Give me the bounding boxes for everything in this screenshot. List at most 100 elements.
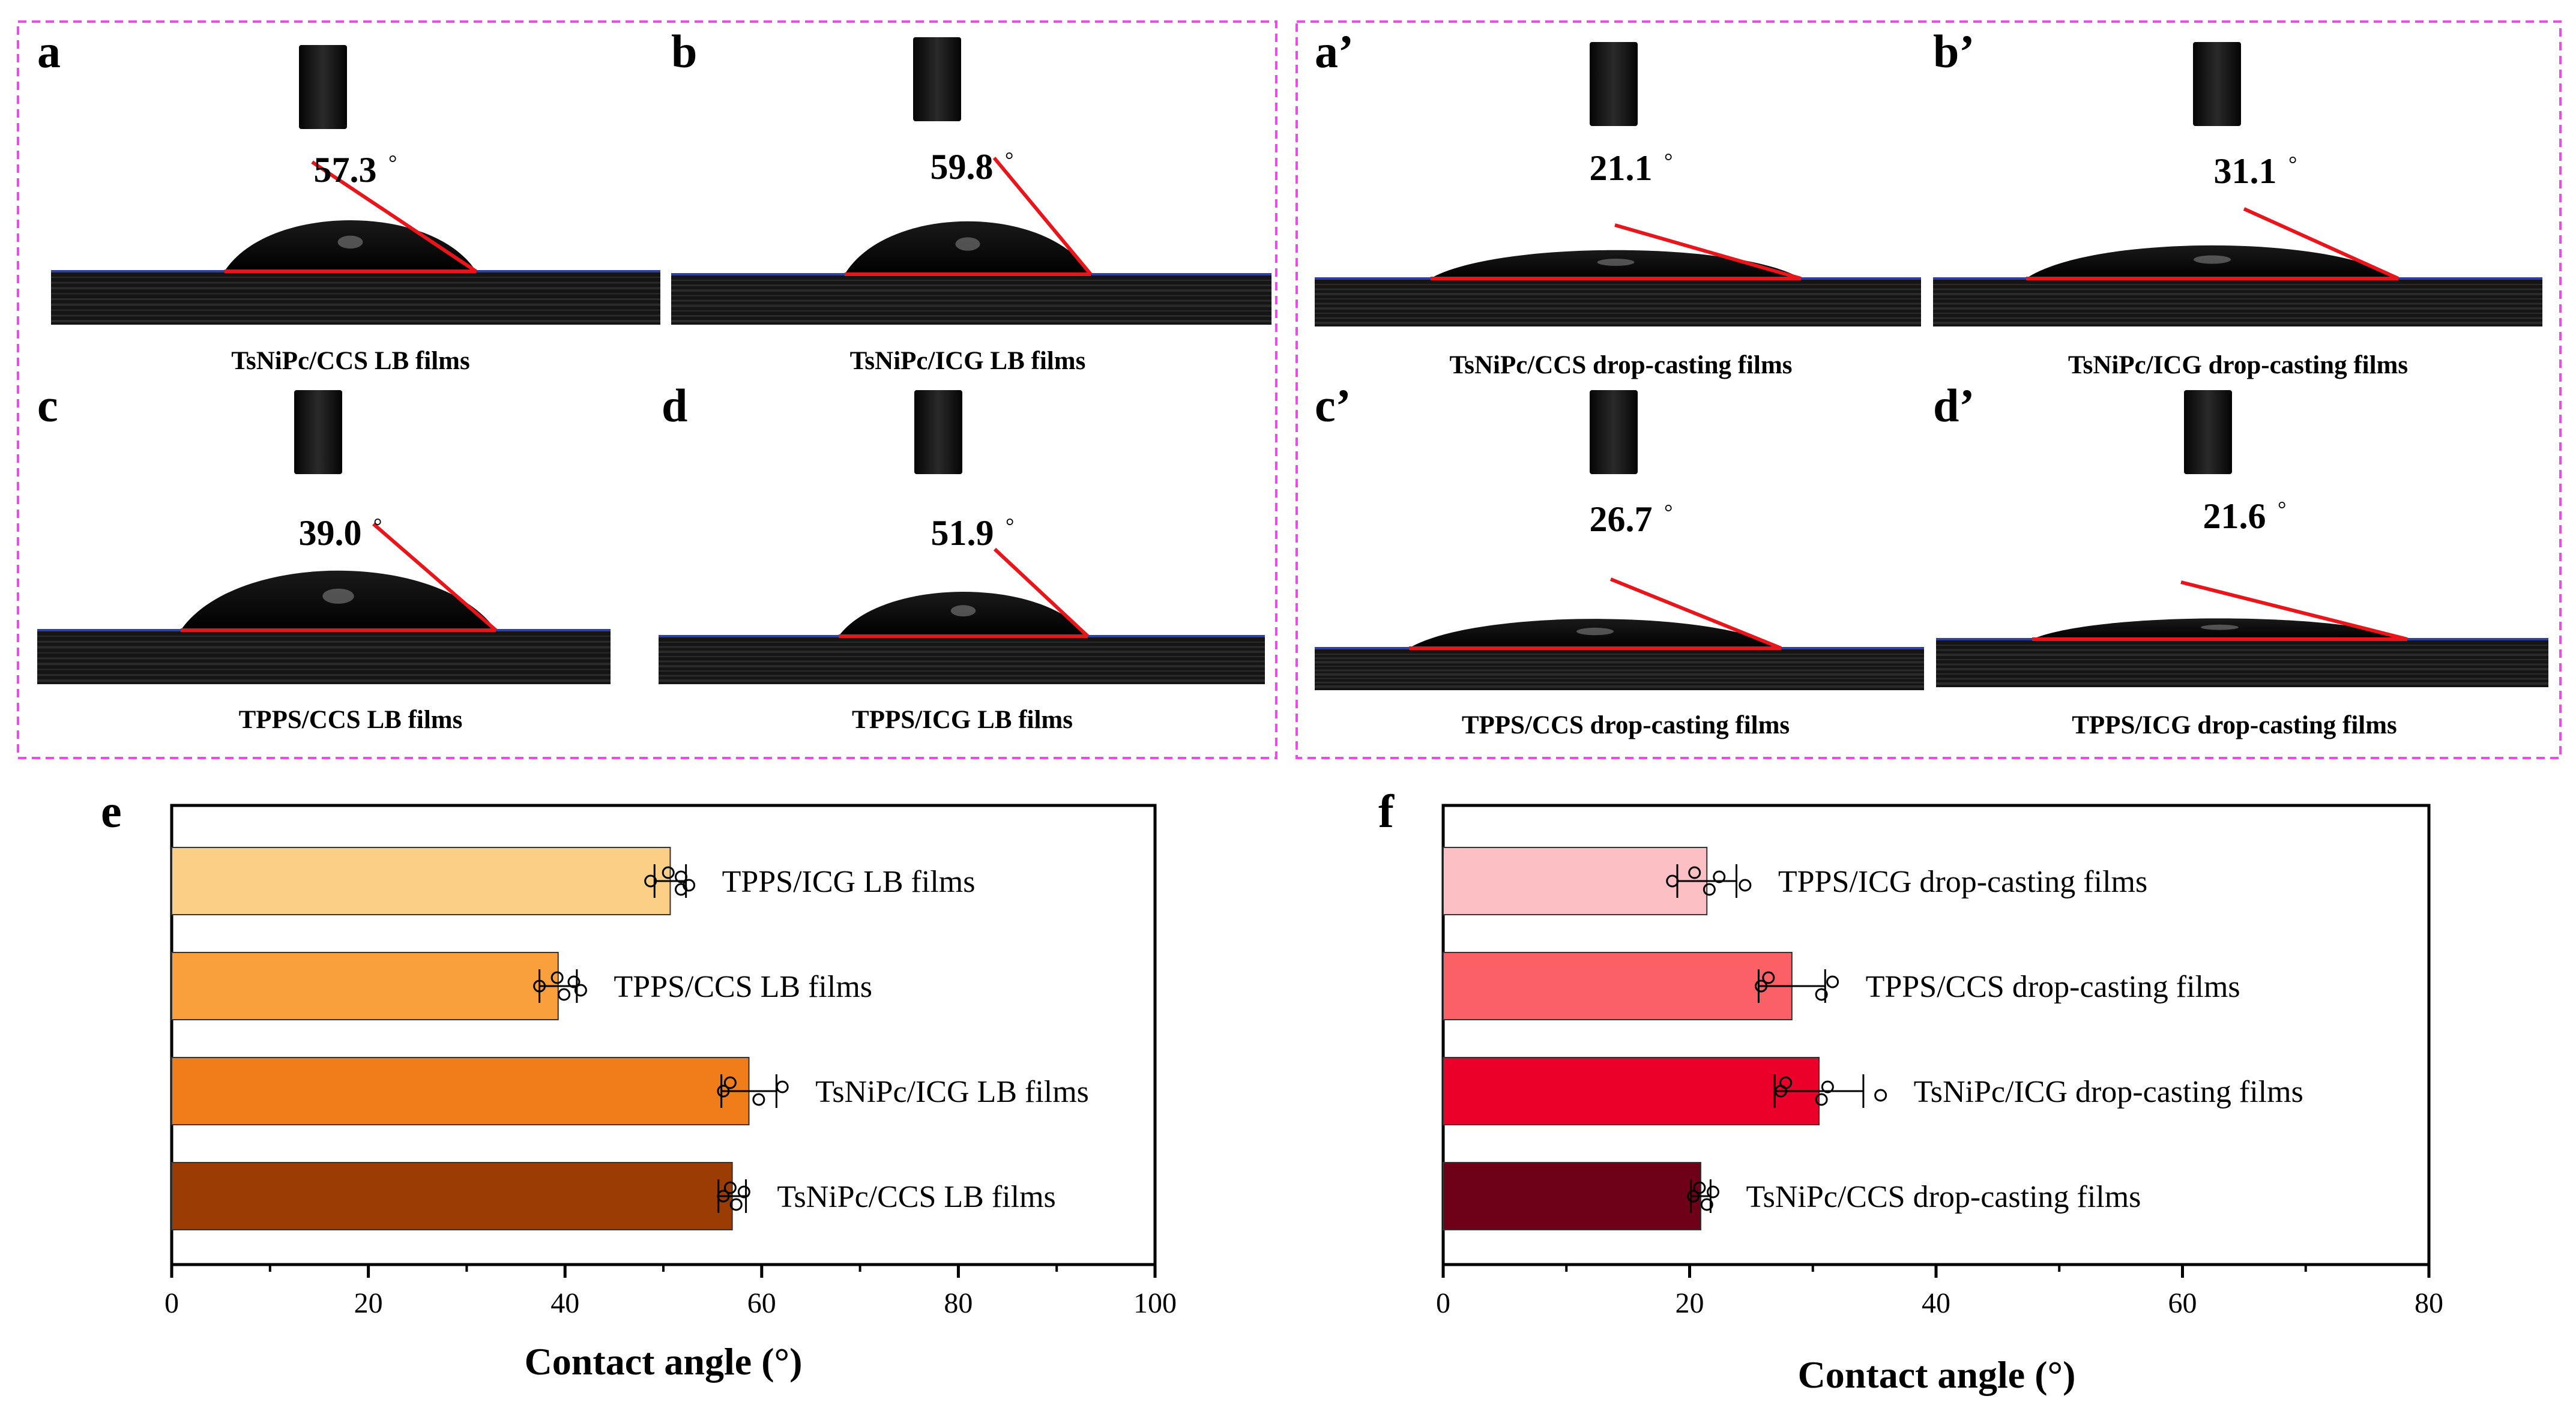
x-tick-label: 40 [1922,1287,1950,1319]
data-point [574,984,587,997]
bar-label: TsNiPc/ICG drop-casting films [1914,1075,2303,1109]
data-point [1821,1080,1834,1094]
photo-panel-3: d 51.9 ° TPPS/ICG LB films [659,379,1265,734]
bar-label: TPPS/CCS LB films [614,970,872,1004]
needle [1590,42,1638,126]
bar-e-0 [171,847,671,915]
degree-symbol: ° [1005,148,1013,172]
tangent-fit [993,547,1090,638]
substrate [37,630,611,684]
data-point [1688,866,1701,879]
droplet-highlight [1576,627,1614,636]
data-point [1713,870,1726,883]
substrate [659,636,1265,684]
data-point [1826,975,1839,988]
data-point [729,1198,743,1211]
x-tick-label: 60 [747,1287,776,1319]
panel-label-f: f [1378,785,1395,837]
x-tick-label: 40 [550,1287,579,1319]
x-tick-label: 80 [944,1287,973,1319]
panel-label: b [671,25,697,77]
angle-value: 57.3 [314,150,377,190]
substrate [671,274,1271,325]
angle-value: 21.1 [1590,148,1653,188]
data-point [683,879,696,892]
bar-label: TPPS/CCS drop-casting films [1866,970,2240,1004]
panel-caption: TsNiPc/ICG LB films [850,347,1086,375]
panel-caption: TsNiPc/CCS drop-casting films [1449,351,1792,379]
x-axis-label-e: Contact angle (°) [525,1340,803,1383]
photo-panel-7: d’ 21.6 ° TPPS/ICG drop-casting films [1933,379,2548,739]
substrate [1315,278,1921,326]
data-point [717,1190,730,1203]
data-point [644,874,657,888]
bar-label: TPPS/ICG drop-casting films [1778,865,2147,899]
bar-f-2 [1443,1057,1820,1125]
bar-label: TsNiPc/ICG LB films [815,1075,1089,1109]
needle [2193,42,2241,126]
droplet-highlight [1597,259,1635,266]
data-point [558,988,571,1001]
data-point [567,975,581,988]
panel-label: d [662,379,687,432]
angle-value: 26.7 [1590,499,1653,539]
angle-value: 31.1 [2214,151,2277,191]
needle [914,390,962,474]
panel-caption: TPPS/ICG LB films [852,706,1073,734]
droplet-highlight [950,605,976,617]
droplet-highlight [2194,255,2231,264]
chart-f: f TPPS/ICG drop-casting films TPPS/CCS dr… [1378,785,2443,1396]
data-point [1779,1076,1793,1089]
data-point [1815,1093,1828,1106]
angle-value: 51.9 [931,513,994,553]
data-point [737,1185,750,1199]
data-point [1706,1185,1719,1199]
needle [299,45,347,129]
data-point [1815,988,1828,1001]
needle [1590,390,1638,474]
x-axis-e: 0 20 40 60 80 100 [164,1265,1177,1319]
photo-panel-0: a 57.3 ° TsNiPc/CCS LB films [37,25,660,375]
substrate [1936,639,2548,687]
x-tick-label: 20 [1676,1287,1704,1319]
bars-e: TPPS/ICG LB films TPPS/CCS LB films TsNiPc… [171,847,1089,1230]
needle [913,37,961,121]
tangent-fit [2180,580,2408,641]
photo-panel-2: c 39.0 ° TPPS/CCS LB films [37,379,611,734]
degree-symbol: ° [1006,514,1014,538]
lb-films-group-box [17,20,1277,759]
tangent-fit [311,160,477,273]
tangent-fit [1614,223,1802,280]
droplet-highlight [322,588,354,604]
bar-f-1 [1443,952,1793,1020]
data-point [776,1080,789,1094]
panel-label: a [37,25,61,77]
tangent-fit [992,157,1093,275]
bar-e-1 [171,952,559,1020]
substrate [51,271,660,325]
photo-panel-6: c’ 26.7 ° TPPS/CCS drop-casting films [1315,379,1924,739]
x-tick-label: 100 [1133,1287,1177,1319]
data-point [550,971,564,984]
panel-caption: TPPS/ICG drop-casting films [2072,711,2397,739]
data-point [1874,1089,1887,1102]
photo-panel-1: b 59.8 ° TsNiPc/ICG LB films [671,25,1271,375]
contact-angle-photos: a 57.3 ° TsNiPc/CCS LB films b 59.8 ° TsNiPc/IC… [37,25,2548,739]
x-tick-label: 0 [1436,1287,1450,1319]
needle [2184,390,2232,474]
droplet-highlight [955,237,980,251]
data-point [723,1181,737,1194]
panel-caption: TsNiPc/ICG drop-casting films [2068,351,2408,379]
data-point [662,866,675,879]
data-point [1666,874,1679,888]
angle-value: 39.0 [299,513,362,553]
panel-label: a’ [1315,25,1354,77]
data-point [1703,883,1716,896]
data-point [1755,979,1768,993]
degree-symbol: ° [2278,497,2286,521]
degree-symbol: ° [388,151,397,175]
bars-f: TPPS/ICG drop-casting films TPPS/CCS drop… [1443,847,2303,1230]
droplet-highlight [337,235,363,249]
degree-symbol: ° [373,514,382,538]
data-point [723,1076,737,1089]
